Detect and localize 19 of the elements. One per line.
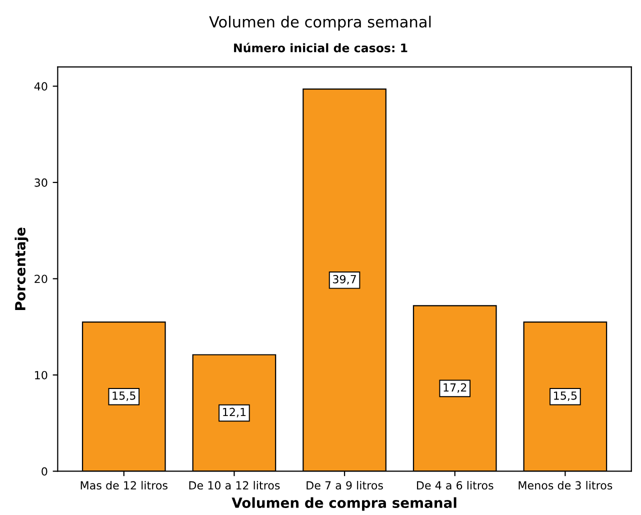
x-tick-label: De 7 a 9 litros — [306, 480, 383, 490]
x-tick-label: De 4 a 6 litros — [417, 480, 494, 490]
x-tick-label: De 10 a 12 litros — [189, 480, 280, 490]
y-tick-label: 10 — [35, 370, 48, 380]
x-tick-label: Mas de 12 litros — [80, 480, 168, 490]
chart-title: Volumen de compra semanal — [209, 16, 431, 31]
data-label: 12,1 — [223, 408, 246, 418]
x-axis-title: Volumen de compra semanal — [232, 497, 456, 511]
y-axis-title: Porcentaje — [14, 228, 28, 310]
data-label: 15,5 — [112, 392, 136, 401]
y-tick-label: 0 — [42, 467, 48, 476]
data-label: 39,7 — [333, 274, 356, 285]
chart-subtitle: Número inicial de casos: 1 — [234, 42, 408, 52]
data-label: 15,5 — [554, 392, 577, 401]
y-tick-label: 40 — [34, 82, 48, 91]
y-tick-label: 30 — [34, 178, 48, 187]
data-label: 17,2 — [444, 383, 466, 393]
x-tick-label: Menos de 3 litros — [518, 480, 612, 490]
y-tick-label: 20 — [34, 274, 48, 284]
